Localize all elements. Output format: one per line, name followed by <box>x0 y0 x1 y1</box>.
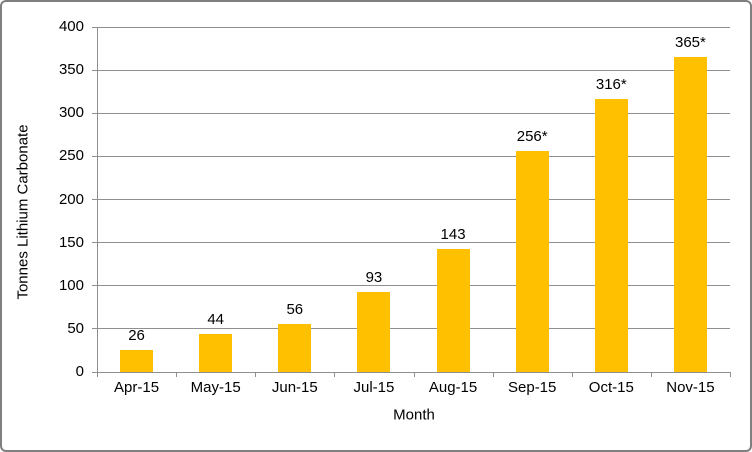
x-axis-tick <box>413 372 415 377</box>
x-axis-tick <box>730 372 731 377</box>
x-tick-label: Jun-15 <box>271 379 318 396</box>
bar-value-label: 316* <box>595 76 627 94</box>
y-axis-title: Tonnes Lithium Carbonate <box>14 124 32 300</box>
bar-nov-15 <box>673 57 707 372</box>
gridline <box>97 199 730 200</box>
y-tick-label: 250 <box>58 147 84 165</box>
x-axis-tick <box>97 372 98 377</box>
y-tick-label: 200 <box>58 190 84 208</box>
y-tick-label: 50 <box>67 319 84 337</box>
x-axis-tick <box>650 372 652 377</box>
x-axis-title: Month <box>393 406 435 424</box>
gridline <box>97 155 730 157</box>
bar-may-15 <box>199 334 233 372</box>
gridline <box>97 112 730 114</box>
x-axis-tick <box>492 372 494 377</box>
bar-jun-15 <box>278 323 312 372</box>
x-axis-tick <box>334 372 336 377</box>
x-tick-label: Apr-15 <box>114 379 160 396</box>
y-tick-label: 300 <box>58 104 84 122</box>
bar-value-label: 143 <box>440 225 466 243</box>
y-axis-line <box>97 27 98 372</box>
gridline <box>97 26 730 28</box>
gridline <box>97 242 730 244</box>
x-axis-tick <box>255 372 257 377</box>
y-axis-tick <box>92 69 97 71</box>
y-axis-tick <box>92 199 97 200</box>
x-tick-label: Sep-15 <box>508 379 557 396</box>
x-axis-tick <box>571 372 573 377</box>
y-tick-label: 100 <box>58 276 84 294</box>
x-tick-label: Oct-15 <box>588 379 634 396</box>
y-tick-label: 400 <box>58 18 84 35</box>
bar-oct-15 <box>594 99 628 372</box>
bar-value-label: 44 <box>207 311 225 329</box>
bar-sep-15 <box>515 151 549 372</box>
y-tick-label: 150 <box>58 233 84 251</box>
y-axis-tick <box>92 112 97 114</box>
bar-jul-15 <box>357 291 391 372</box>
y-tick-label: 0 <box>75 363 84 380</box>
x-axis-tick <box>176 372 178 377</box>
gridline <box>97 328 730 330</box>
bar-apr-15 <box>120 349 154 372</box>
bar-aug-15 <box>436 248 470 372</box>
y-axis-tick <box>92 155 97 157</box>
y-tick-label: 350 <box>58 61 84 79</box>
bar-value-label: 93 <box>365 268 383 286</box>
x-tick-label: May-15 <box>190 379 241 396</box>
x-tick-label: Aug-15 <box>428 379 478 396</box>
y-axis-tick <box>92 371 97 373</box>
y-axis-tick <box>92 328 97 330</box>
y-axis-tick <box>92 285 97 287</box>
bar-value-label: 256* <box>516 128 548 146</box>
y-axis-tick <box>92 26 97 28</box>
bar-value-label: 365* <box>675 34 706 52</box>
y-axis-tick <box>92 242 97 244</box>
gridline <box>97 69 730 71</box>
bar-value-label: 56 <box>286 300 304 318</box>
gridline <box>97 285 730 287</box>
bar-value-label: 26 <box>128 326 145 344</box>
x-tick-label: Nov-15 <box>666 379 715 396</box>
x-tick-label: Jul-15 <box>353 379 395 396</box>
